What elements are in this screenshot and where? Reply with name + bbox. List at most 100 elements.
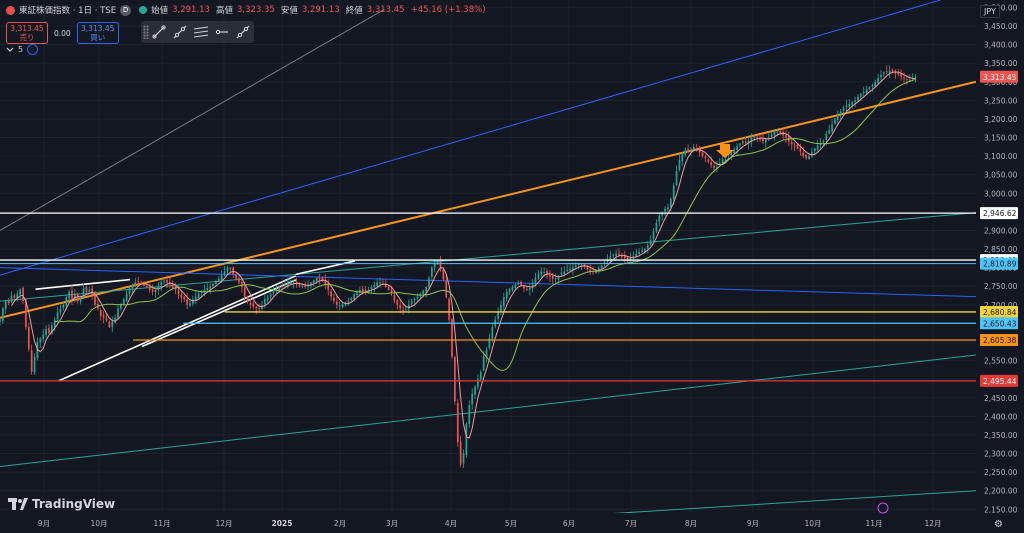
symbol-title[interactable]: 東証株価指数 · 1日 · TSE [19,6,117,16]
candle-body [698,149,701,153]
candle-body [379,282,381,284]
candle-body [278,286,281,291]
candle-body [39,338,42,343]
candle-body [399,305,402,309]
trend-line-icon[interactable] [149,21,170,43]
time-tick-label: 12月 [924,519,941,528]
candle-body [557,275,560,280]
candle-body [534,278,537,284]
candle-body [445,280,448,298]
candle-body [644,249,646,252]
candle-body [543,272,545,274]
candle-body [318,278,321,280]
candle-body [137,281,140,283]
ray-icon[interactable] [170,21,191,43]
candle-body [13,295,16,298]
candle-body [209,286,212,289]
price-label-box [980,70,1018,83]
trend-line-blue-upper [0,0,941,276]
candle-body [508,289,511,293]
low-value: 3,291.13 [301,5,340,15]
currency-selector[interactable]: JPY [980,5,1000,18]
candle-body [638,252,641,254]
candle-body [641,250,643,252]
candle-body [764,139,767,143]
candle-body [744,141,747,143]
price-tick-label: 3,000.00 [984,189,1018,198]
candle-body [33,356,36,373]
candle-body [25,299,27,328]
parallel-channel-icon[interactable] [191,21,212,43]
candle-body [658,215,661,223]
candle-body [451,319,453,357]
candle-body [384,284,387,287]
indicator-collapse[interactable]: 5 [6,44,39,55]
candle-body [865,89,868,94]
sell-button[interactable]: 3,313.45 売り [6,22,48,44]
candle-body [292,282,295,284]
candle-body [546,271,548,276]
candle-body [439,261,442,268]
candle-body [566,269,569,271]
candle-body [19,289,22,295]
price-label-box [980,334,1018,347]
candle-body [192,299,194,304]
candle-body [554,278,557,280]
candle-body [517,282,520,285]
trade-panel: 3,313.45 売り 0.00 3,313.45 買い [6,22,119,44]
drag-handle-icon[interactable] [143,25,149,39]
indicator-count: 5 [18,45,24,54]
candle-body [704,156,707,159]
price-label-box [980,257,1018,270]
candle-body [667,207,669,210]
market-status-icon [139,6,148,14]
candle-body [586,266,589,270]
white-trend-line [35,278,131,291]
candle-body [903,77,905,79]
candle-body [669,198,672,208]
candle-body [148,286,151,290]
horizontal-ray-icon[interactable] [212,21,233,43]
candle-body [200,291,203,294]
candle-body [877,78,879,84]
candle-body [842,107,845,111]
tradingview-logo-icon [8,498,28,510]
candle-body [393,295,396,301]
candle-body [226,267,229,272]
candle-body [790,142,793,145]
candle-body [857,96,859,101]
candle-body [502,297,505,307]
candle-body [854,100,856,103]
price-tick-label: 3,250.00 [984,96,1018,105]
candle-body [563,271,566,275]
chevron-down-icon [6,47,14,52]
candle-body [681,153,684,161]
candle-body [359,289,361,293]
candle-body [785,135,787,138]
candle-body [111,321,114,328]
extended-line-icon[interactable] [233,21,254,43]
candle-body [635,253,638,257]
candle-body [537,273,540,279]
candle-body [370,286,373,290]
candle-body [361,289,364,292]
candle-body [217,278,220,282]
candle-body [523,286,525,289]
candle-body [497,312,499,319]
candle-body [45,328,47,336]
candle-body [885,71,888,73]
candle-body [505,291,508,299]
time-tick-label: 7月 [625,519,637,528]
candle-body [816,145,819,150]
candle-body [422,290,425,295]
gear-icon[interactable]: ⚙ [994,519,1003,530]
candle-body [661,212,664,216]
buy-button[interactable]: 3,313.45 買い [76,22,119,44]
indicator-circle-icon [27,44,39,55]
candle-body [321,277,324,282]
candle-body [131,284,134,289]
candle-body [767,137,770,139]
candle-body [805,154,807,158]
candle-body [74,293,76,299]
